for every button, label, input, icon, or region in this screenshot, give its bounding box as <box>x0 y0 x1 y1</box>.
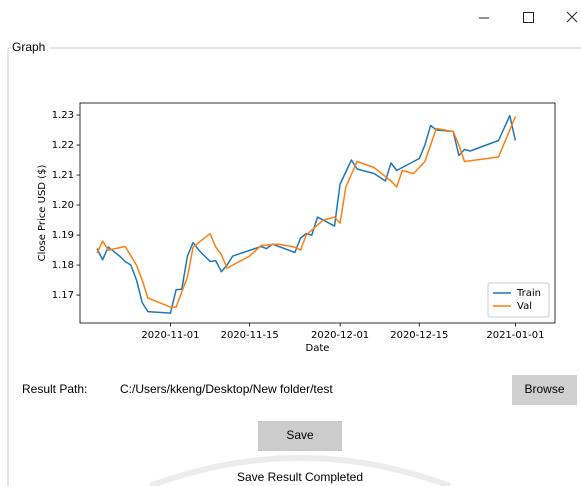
result-path-label: Result Path: <box>22 382 87 396</box>
result-path: C:/Users/kkeng/Desktop/New folder/test <box>120 382 333 396</box>
y-axis-label: Close Price USD ($) <box>37 165 48 262</box>
y-tick-label: 1.17 <box>52 290 74 301</box>
y-tick-label: 1.21 <box>52 170 74 181</box>
x-tick-label: 2020-11-15 <box>221 330 279 341</box>
maximize-button[interactable] <box>523 12 534 23</box>
browse-button-label: Browse <box>524 382 564 396</box>
save-button-label: Save <box>286 428 314 442</box>
legend-label: Val <box>517 301 532 312</box>
save-button[interactable] <box>258 421 342 451</box>
x-tick-label: 2020-12-15 <box>390 330 448 341</box>
series-line <box>96 114 517 314</box>
close-button[interactable] <box>566 11 578 23</box>
legend-box <box>487 282 550 318</box>
chart: 1.17 1.18 1.19 1.20 1.21 1.22 1.23 2020-11-01 20… <box>37 102 556 354</box>
y-tick-label: 1.20 <box>52 200 74 211</box>
series-line <box>96 116 517 308</box>
browse-button[interactable] <box>512 375 577 405</box>
legend-label: Train <box>516 288 541 299</box>
plot-frame <box>79 102 556 324</box>
y-tick-label: 1.23 <box>52 110 74 121</box>
x-axis-label: Date <box>306 343 330 354</box>
y-tick-label: 1.19 <box>52 230 74 241</box>
group-title: Graph <box>12 40 45 54</box>
status-text: Save Result Completed <box>237 470 363 484</box>
watermark <box>148 455 452 486</box>
y-tick-label: 1.18 <box>52 260 74 271</box>
x-tick-label: 2020-12-01 <box>311 330 369 341</box>
x-tick-label: 2021-01-01 <box>486 330 544 341</box>
group-box <box>7 47 581 486</box>
y-tick-label: 1.22 <box>52 140 74 151</box>
x-tick-label: 2020-11-01 <box>141 330 199 341</box>
